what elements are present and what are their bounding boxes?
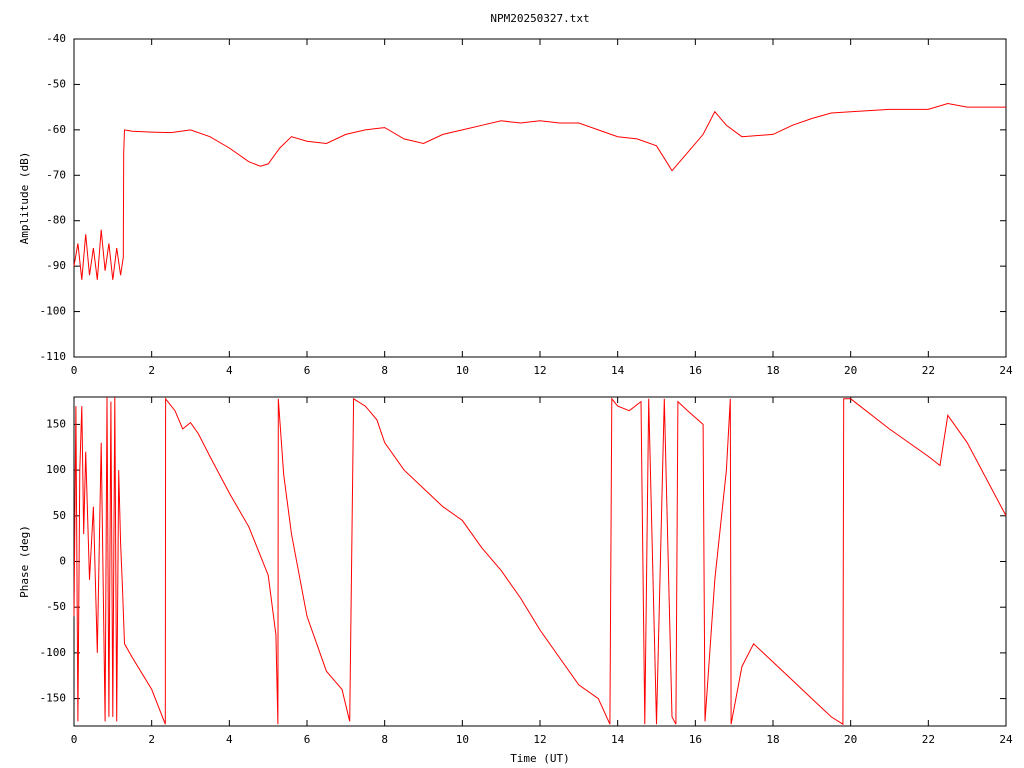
y-tick-label: -50 xyxy=(46,600,66,613)
x-tick-label: 10 xyxy=(456,364,469,377)
x-tick-label: 16 xyxy=(689,733,702,746)
y-axis-label: Phase (deg) xyxy=(18,525,31,598)
x-tick-label: 2 xyxy=(148,364,155,377)
x-tick-label: 6 xyxy=(304,364,311,377)
x-tick-label: 14 xyxy=(611,733,625,746)
x-tick-label: 8 xyxy=(381,733,388,746)
x-tick-label: 22 xyxy=(922,733,935,746)
data-line xyxy=(73,396,1007,726)
x-tick-label: 14 xyxy=(611,364,625,377)
data-line xyxy=(73,102,1006,280)
y-tick-label: -80 xyxy=(46,214,66,227)
plot-frame xyxy=(73,396,1007,727)
x-tick-label: 20 xyxy=(844,733,857,746)
y-tick-label: -70 xyxy=(46,168,66,181)
x-tick-label: 10 xyxy=(456,733,469,746)
x-tick-label: 16 xyxy=(689,364,702,377)
y-tick-label: -50 xyxy=(46,77,66,90)
x-tick-label: 24 xyxy=(999,733,1013,746)
y-tick-label: -110 xyxy=(40,350,67,363)
x-tick-label: 12 xyxy=(533,364,546,377)
x-tick-label: 6 xyxy=(304,733,311,746)
x-tick-label: 8 xyxy=(381,364,388,377)
y-tick-label: -60 xyxy=(46,123,66,136)
x-tick-label: 4 xyxy=(226,364,233,377)
y-tick-label: 50 xyxy=(53,509,66,522)
x-tick-label: 18 xyxy=(766,733,779,746)
x-tick-label: 0 xyxy=(71,733,78,746)
x-tick-label: 24 xyxy=(999,364,1013,377)
x-tick-label: 12 xyxy=(533,733,546,746)
y-tick-label: -100 xyxy=(40,305,67,318)
x-tick-label: 2 xyxy=(148,733,155,746)
y-axis-label: Amplitude (dB) xyxy=(18,152,31,245)
x-tick-label: 20 xyxy=(844,364,857,377)
y-tick-label: 0 xyxy=(59,555,66,568)
x-tick-label: 22 xyxy=(922,364,935,377)
y-tick-label: -90 xyxy=(46,259,66,272)
x-tick-label: 4 xyxy=(226,733,233,746)
x-tick-label: 18 xyxy=(766,364,779,377)
chart-title: NPM20250327.txt xyxy=(490,12,589,25)
y-tick-label: 100 xyxy=(46,463,66,476)
y-tick-label: -100 xyxy=(40,646,67,659)
plot-frame xyxy=(73,38,1007,358)
y-tick-label: -150 xyxy=(40,692,67,705)
x-axis-label: Time (UT) xyxy=(510,752,570,765)
x-tick-label: 0 xyxy=(71,364,78,377)
y-tick-label: 150 xyxy=(46,417,66,430)
y-tick-label: -40 xyxy=(46,32,66,45)
